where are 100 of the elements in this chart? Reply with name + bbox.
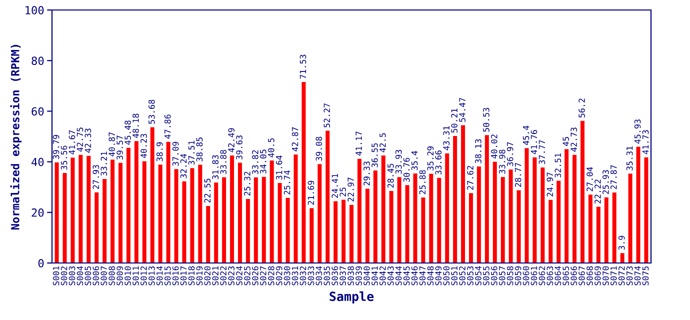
data-label: 39.57: [116, 136, 123, 160]
bar: [524, 148, 529, 263]
x-tick-label: S013: [148, 266, 155, 286]
data-label: 21.69: [308, 180, 314, 205]
data-label: 43.31: [443, 126, 450, 150]
x-tick-label: S067: [578, 266, 585, 286]
bar: [222, 177, 226, 263]
x-tick-label: S044: [395, 266, 402, 286]
bar: [532, 157, 537, 263]
data-label: 42.33: [84, 128, 92, 153]
data-label: 36.55: [372, 143, 378, 168]
bar: [556, 180, 561, 263]
bar: [461, 125, 466, 263]
x-tick-label: S074: [634, 266, 641, 286]
x-tick-label: S064: [554, 266, 562, 286]
data-label: 50.53: [483, 108, 490, 132]
x-tick-label: S010: [124, 266, 131, 286]
bar: [206, 206, 210, 263]
bar: [357, 158, 362, 263]
data-label: 22.22: [594, 180, 601, 204]
data-label: 33.93: [395, 150, 402, 174]
data-label: 37.77: [538, 140, 546, 164]
x-tick-label: S019: [196, 266, 203, 286]
bar: [318, 164, 322, 263]
bar: [190, 168, 194, 263]
x-tick-label: S050: [443, 266, 450, 286]
x-tick-label: S037: [340, 266, 346, 286]
x-tick-label: S056: [491, 266, 498, 286]
x-tick-label: S045: [403, 266, 410, 286]
x-tick-label: S033: [308, 266, 314, 286]
data-label: 28.45: [387, 164, 394, 188]
y-tick-label: 20: [32, 208, 44, 217]
data-label: 32.24: [180, 154, 187, 178]
data-label: 39.63: [236, 136, 242, 160]
bar: [628, 174, 632, 263]
bar: [540, 167, 545, 263]
bar: [270, 160, 274, 263]
bar: [373, 170, 378, 263]
data-label: 41.67: [68, 130, 76, 154]
data-label: 37.09: [172, 142, 179, 166]
bar: [468, 193, 473, 263]
x-tick-label: S016: [172, 266, 179, 286]
x-tick-label: S038: [348, 266, 354, 286]
bar: [198, 164, 202, 263]
data-label: 29.33: [364, 162, 370, 186]
data-label: 39.08: [316, 136, 322, 161]
y-tick-label: 40: [32, 158, 44, 166]
bar: [342, 200, 346, 263]
data-label: 3.9: [618, 236, 625, 250]
x-tick-label: S048: [427, 266, 434, 286]
x-tick-label: S012: [140, 266, 147, 286]
bar: [286, 198, 290, 263]
x-tick-label: S023: [228, 266, 234, 286]
x-tick-label: S027: [260, 266, 266, 286]
data-label: 25.88: [419, 170, 426, 194]
data-label: 39.79: [52, 135, 60, 159]
x-tick-label: S058: [506, 266, 514, 286]
bar: [644, 157, 648, 263]
x-tick-label: S070: [602, 266, 609, 286]
bar: [310, 208, 314, 263]
data-label: 42.5: [380, 133, 386, 152]
data-label: 38.13: [475, 139, 482, 164]
x-tick-label: S047: [419, 266, 426, 286]
bar: [278, 182, 282, 263]
data-label: 52.27: [324, 104, 330, 128]
x-tick-label: S026: [252, 266, 258, 286]
x-tick-label: S035: [324, 266, 330, 286]
x-tick-label: S020: [204, 266, 211, 286]
x-tick-label: S015: [164, 266, 171, 286]
bar: [254, 177, 258, 263]
x-tick-label: S008: [108, 266, 115, 286]
bar: [588, 194, 592, 263]
data-label: 37.51: [188, 140, 195, 165]
data-label: 33.82: [252, 150, 258, 174]
data-label: 45: [562, 137, 570, 146]
bar: [334, 201, 338, 263]
bar: [214, 182, 218, 263]
data-label: 25: [340, 188, 346, 196]
data-label: 47.86: [164, 114, 171, 139]
data-label: 45.4: [522, 126, 530, 145]
x-tick-label: S004: [76, 266, 84, 286]
x-tick-label: S061: [530, 266, 538, 286]
x-tick-label: S041: [372, 266, 378, 286]
x-tick-label: S053: [467, 266, 474, 286]
bar: [580, 120, 584, 263]
x-tick-label: S006: [92, 266, 100, 286]
data-label: 41.76: [530, 130, 538, 154]
x-tick-label: S031: [292, 266, 298, 286]
data-label: 27.87: [610, 165, 617, 190]
bar: [102, 178, 107, 263]
bar: [413, 173, 418, 263]
x-tick-label: S014: [156, 266, 163, 286]
data-label: 33.98: [498, 150, 506, 174]
x-tick-label: S032: [300, 266, 306, 286]
bar: [381, 155, 386, 263]
data-label: 36.97: [506, 142, 514, 166]
x-tick-label: S072: [618, 266, 625, 286]
y-axis-title: Normalized expression (RPKM): [10, 44, 22, 230]
x-tick-label: S007: [100, 266, 108, 286]
data-label: 42.75: [76, 128, 84, 152]
